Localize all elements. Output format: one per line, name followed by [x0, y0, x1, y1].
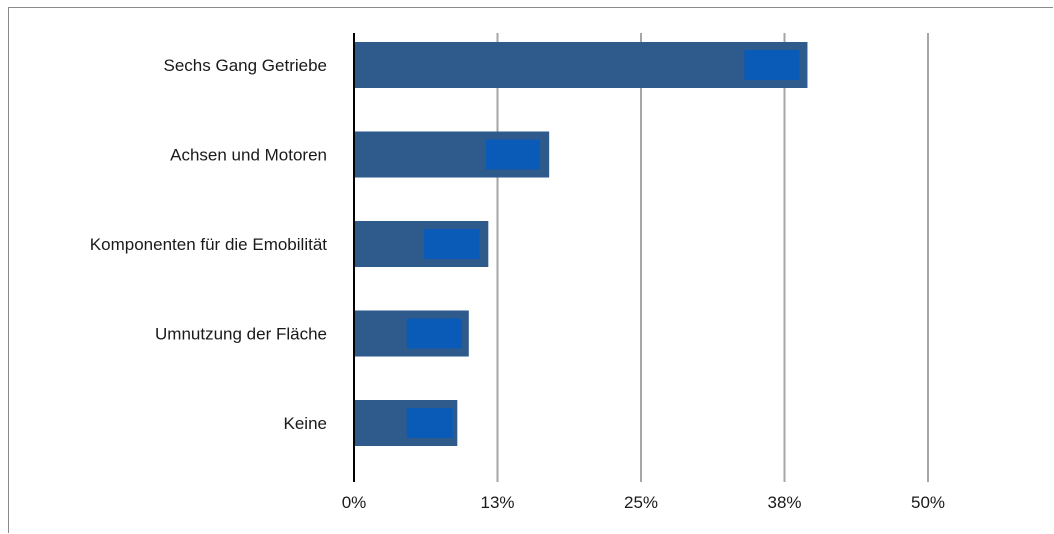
category-label-2: Komponenten für die Emobilität: [90, 235, 327, 254]
chart-frame: [8, 7, 1053, 533]
x-tick-label-4: 50%: [911, 493, 945, 512]
bar-inner-marker-3: [406, 318, 462, 349]
category-label-1: Achsen und Motoren: [170, 146, 327, 165]
category-label-4: Keine: [284, 414, 327, 433]
x-tick-label-0: 0%: [342, 493, 367, 512]
x-tick-label-3: 38%: [767, 493, 801, 512]
bar-inner-marker-1: [486, 139, 540, 170]
bar-inner-marker-0: [744, 50, 800, 80]
bar-inner-marker-2: [424, 229, 480, 259]
x-tick-label-2: 25%: [624, 493, 658, 512]
bar-inner-marker-4: [406, 408, 453, 438]
category-label-0: Sechs Gang Getriebe: [164, 56, 327, 75]
bar-0: [354, 42, 808, 88]
category-label-3: Umnutzung der Fläche: [155, 325, 327, 344]
x-tick-label-1: 13%: [480, 493, 514, 512]
